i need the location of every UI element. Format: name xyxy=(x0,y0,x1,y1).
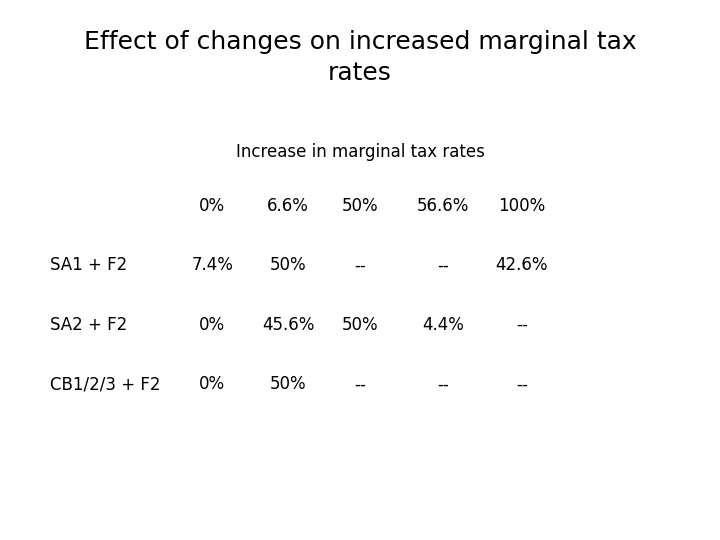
Text: --: -- xyxy=(354,256,366,274)
Text: 50%: 50% xyxy=(270,375,306,393)
Text: --: -- xyxy=(516,375,528,393)
Text: Increase in marginal tax rates: Increase in marginal tax rates xyxy=(235,143,485,161)
Text: --: -- xyxy=(437,375,449,393)
Text: Effect of changes on increased marginal tax
rates: Effect of changes on increased marginal … xyxy=(84,30,636,85)
Text: 50%: 50% xyxy=(342,197,378,215)
Text: 50%: 50% xyxy=(342,316,378,334)
Text: --: -- xyxy=(516,316,528,334)
Text: SA1 + F2: SA1 + F2 xyxy=(50,256,127,274)
Text: 6.6%: 6.6% xyxy=(267,197,309,215)
Text: 45.6%: 45.6% xyxy=(262,316,314,334)
Text: 42.6%: 42.6% xyxy=(496,256,548,274)
Text: CB1/2/3 + F2: CB1/2/3 + F2 xyxy=(50,375,161,393)
Text: 0%: 0% xyxy=(199,375,225,393)
Text: 50%: 50% xyxy=(270,256,306,274)
Text: --: -- xyxy=(437,256,449,274)
Text: 0%: 0% xyxy=(199,197,225,215)
Text: SA2 + F2: SA2 + F2 xyxy=(50,316,127,334)
Text: 4.4%: 4.4% xyxy=(422,316,464,334)
Text: 56.6%: 56.6% xyxy=(417,197,469,215)
Text: --: -- xyxy=(354,375,366,393)
Text: 7.4%: 7.4% xyxy=(192,256,233,274)
Text: 0%: 0% xyxy=(199,316,225,334)
Text: 100%: 100% xyxy=(498,197,546,215)
